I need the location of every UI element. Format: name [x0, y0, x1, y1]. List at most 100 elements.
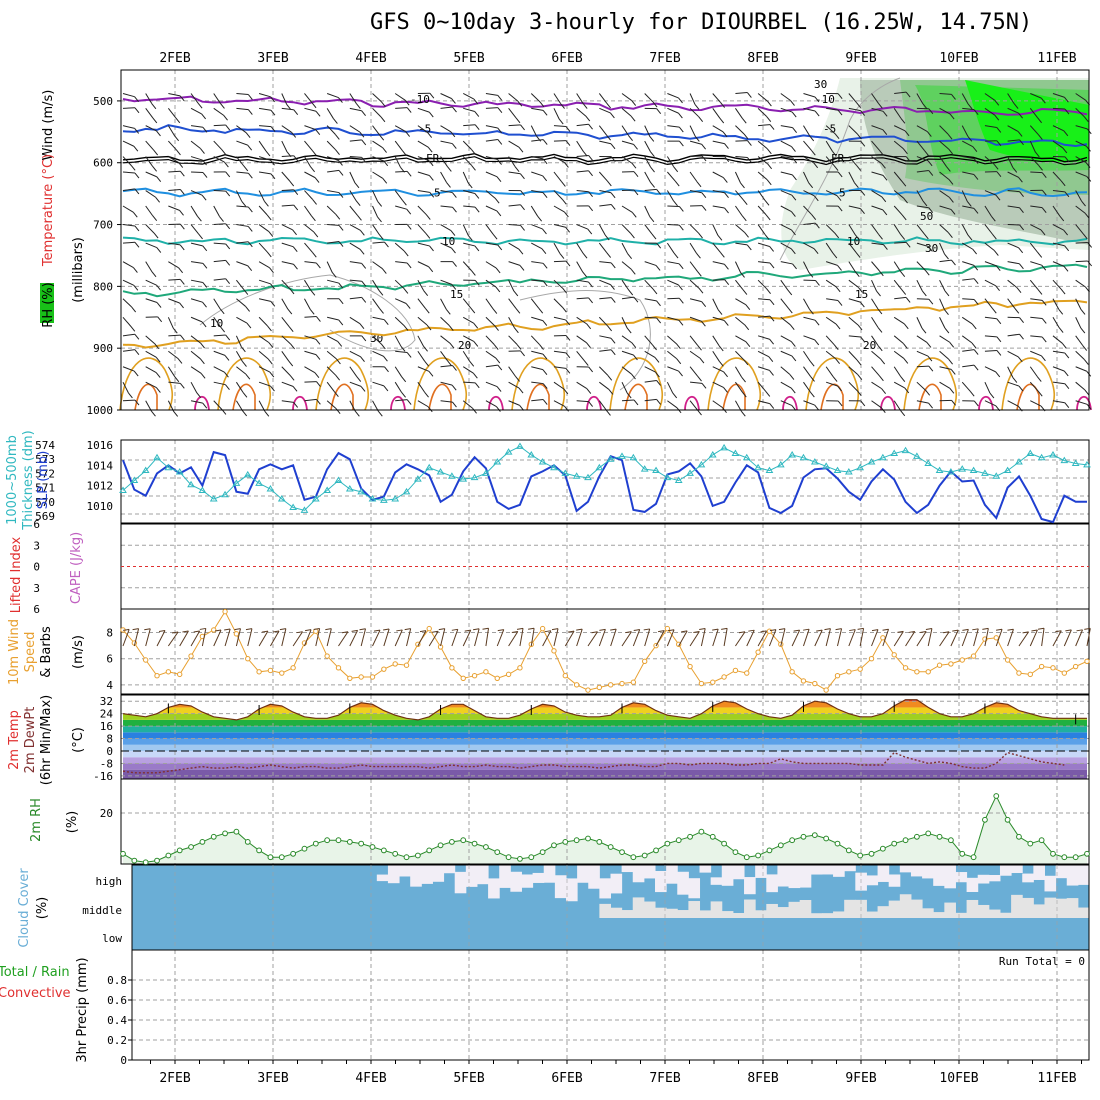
wind-barb — [697, 409, 702, 416]
wind-barb — [565, 260, 571, 267]
wind-barb — [961, 93, 969, 105]
wind-barb — [168, 205, 180, 211]
wind-barb — [837, 109, 843, 116]
wind-barb — [757, 279, 767, 290]
wind-barb — [961, 125, 969, 137]
rh-point — [732, 849, 739, 855]
cloud-clear-middle — [899, 894, 912, 918]
thickness-point — [754, 463, 762, 471]
wind-barb — [984, 279, 996, 287]
wind-barb — [349, 93, 357, 104]
theta-contour — [1001, 357, 1056, 411]
rh-point — [528, 854, 535, 861]
wind-barb — [848, 242, 857, 253]
wind-barb — [835, 358, 841, 364]
wind-barb — [735, 631, 746, 647]
rh-point — [755, 852, 762, 859]
wind-barb — [304, 398, 317, 402]
wind-barb — [916, 335, 928, 343]
wind-barb — [904, 130, 910, 137]
wind-barb — [757, 171, 768, 181]
wind-barb — [531, 139, 544, 142]
wind-barb — [644, 350, 656, 358]
wind-barb — [961, 335, 973, 344]
wind-barb — [167, 125, 176, 137]
wind-barb — [860, 400, 866, 407]
wind-barb — [769, 403, 775, 409]
wind-barb — [152, 166, 157, 172]
wind-barb — [724, 143, 729, 149]
wind-barb — [743, 359, 749, 366]
wind-barb — [361, 280, 367, 287]
wind-barb — [153, 149, 159, 156]
wind-barb — [225, 243, 231, 250]
rh-point — [573, 837, 580, 844]
wind-barb — [167, 108, 177, 119]
rh-contour-label: 30 — [925, 242, 938, 255]
thickness-point — [255, 479, 263, 486]
y-tick-label: 570 — [35, 496, 55, 509]
wind-barb — [268, 342, 274, 348]
wind-barb — [1052, 350, 1065, 354]
wind-barb — [1064, 352, 1070, 359]
wind-barb — [871, 107, 884, 112]
y-axis-label: Lifted Index — [9, 536, 24, 613]
wind-barb — [621, 366, 632, 375]
cloud-clear-middle — [744, 899, 756, 918]
thickness-point — [1071, 459, 1080, 466]
date-label-bottom: 3FEB — [257, 1071, 288, 1086]
thickness-point — [924, 459, 933, 466]
wind-barb — [922, 200, 928, 207]
wind-barb — [996, 318, 1002, 325]
wind-barb — [1052, 381, 1065, 385]
temp-band — [123, 738, 1087, 745]
wind-barb — [621, 335, 633, 344]
thickness-point — [686, 469, 694, 476]
rh-point — [346, 839, 353, 845]
wind-barb — [236, 298, 246, 307]
wind-barb — [973, 208, 979, 214]
wind-barb — [984, 107, 996, 116]
wind-barb — [564, 162, 569, 168]
wind-barb — [383, 319, 389, 325]
wind-barb — [927, 355, 933, 362]
wind-barb — [349, 242, 361, 250]
wind-barb — [740, 410, 746, 417]
wind-barb — [304, 125, 316, 131]
wind-barb — [803, 335, 815, 341]
wind-barb — [190, 125, 204, 128]
wind-barb — [837, 400, 843, 407]
wind-barb — [530, 628, 535, 647]
wind-barb — [1030, 261, 1042, 266]
wind-barb — [849, 629, 856, 632]
wind-barb — [241, 200, 247, 207]
wind-barb — [694, 104, 700, 110]
wind-speed-point — [551, 648, 557, 654]
wind-barb — [417, 224, 427, 234]
wind-barb — [1052, 125, 1065, 132]
wind-barb — [519, 628, 524, 647]
date-label-bottom: 2FEB — [159, 1071, 190, 1086]
wind-barb — [1040, 229, 1046, 236]
wind-barb — [309, 308, 315, 315]
wind-barb — [403, 288, 409, 294]
wind-barb — [676, 358, 682, 365]
wind-barb — [1037, 627, 1045, 630]
wind-barb — [848, 381, 858, 392]
wind-barb — [962, 364, 975, 368]
wind-speed-point — [993, 635, 999, 641]
wind-barb — [631, 100, 637, 106]
wind-barb — [628, 135, 634, 141]
wind-barb — [984, 125, 997, 128]
wind-barb — [882, 209, 888, 216]
wind-barb — [202, 301, 207, 308]
rh-point — [948, 837, 954, 844]
wind-barb — [1036, 376, 1042, 382]
y-axis-label: (millibars) — [71, 237, 86, 303]
cloud-clear-middle — [910, 899, 923, 918]
wind-barb — [372, 171, 383, 179]
rh-point — [142, 859, 149, 866]
wind-barb — [122, 171, 135, 174]
wind-barb — [361, 139, 367, 146]
wind-barb — [190, 140, 201, 149]
